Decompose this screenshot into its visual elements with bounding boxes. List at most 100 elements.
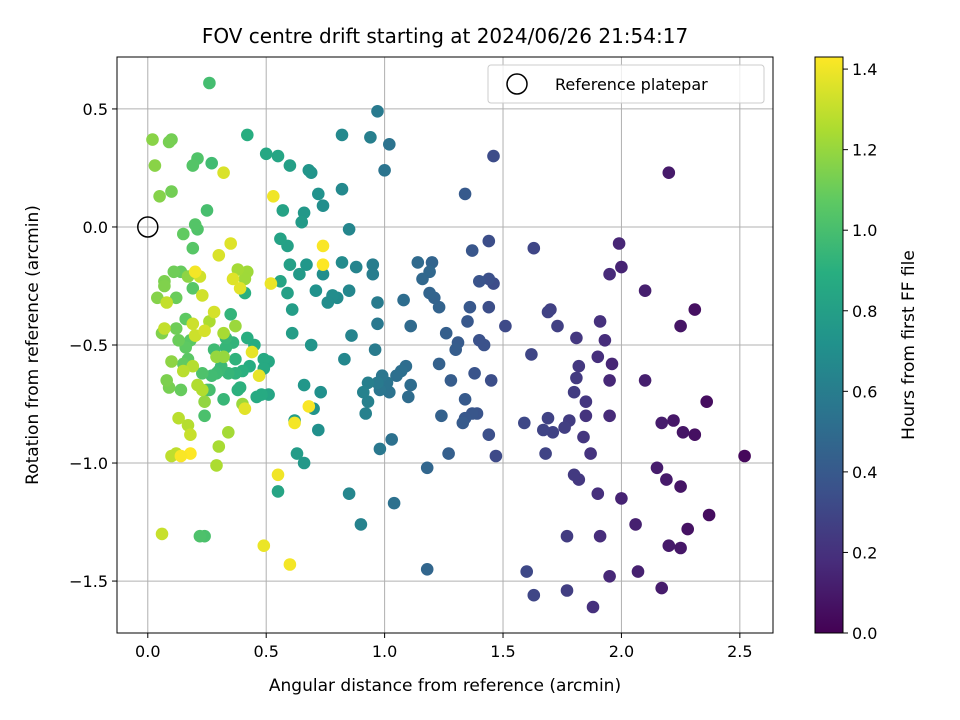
data-point bbox=[629, 518, 642, 531]
data-point bbox=[224, 237, 237, 250]
data-point bbox=[662, 539, 676, 552]
data-point bbox=[165, 355, 178, 368]
data-point bbox=[435, 409, 448, 423]
data-point bbox=[274, 275, 287, 288]
data-point bbox=[212, 440, 226, 453]
data-point bbox=[188, 265, 202, 279]
data-point bbox=[458, 187, 472, 201]
data-point bbox=[366, 267, 380, 281]
data-point bbox=[638, 284, 652, 298]
data-point bbox=[293, 267, 306, 281]
data-point bbox=[387, 496, 401, 510]
data-point bbox=[397, 293, 410, 307]
x-axis: 0.0 0.5 1.0 1.5 2.0 2.5 bbox=[135, 633, 753, 661]
data-point bbox=[342, 284, 356, 298]
data-point bbox=[312, 187, 325, 201]
data-point bbox=[354, 518, 368, 531]
x-tick-label: 0.0 bbox=[135, 642, 160, 661]
data-point bbox=[591, 487, 605, 501]
data-point bbox=[487, 149, 500, 163]
data-point bbox=[345, 329, 358, 342]
data-point bbox=[638, 374, 652, 387]
data-point bbox=[411, 256, 425, 269]
data-point bbox=[165, 185, 178, 198]
data-point bbox=[361, 395, 375, 409]
data-point bbox=[615, 260, 628, 274]
data-point bbox=[158, 279, 171, 293]
data-point bbox=[338, 352, 351, 366]
y-tick-label: −1.5 bbox=[69, 572, 108, 591]
data-point bbox=[316, 267, 330, 281]
data-point bbox=[259, 147, 273, 161]
data-point bbox=[238, 402, 252, 416]
legend-marker bbox=[506, 73, 528, 95]
data-point bbox=[184, 447, 197, 460]
data-point bbox=[420, 563, 434, 576]
data-point bbox=[283, 558, 297, 571]
data-point bbox=[151, 291, 164, 305]
data-point bbox=[579, 395, 593, 409]
x-tick-label: 2.5 bbox=[727, 642, 752, 661]
data-point bbox=[188, 329, 202, 342]
data-point bbox=[177, 364, 190, 378]
data-point bbox=[160, 374, 173, 387]
data-point bbox=[191, 378, 204, 392]
data-point bbox=[155, 527, 169, 541]
data-point bbox=[482, 300, 496, 314]
data-point bbox=[539, 447, 552, 460]
data-point bbox=[271, 468, 285, 482]
data-point bbox=[174, 449, 188, 463]
data-point bbox=[383, 385, 396, 399]
data-point bbox=[241, 331, 254, 345]
data-point bbox=[238, 272, 252, 286]
data-point bbox=[432, 300, 446, 314]
data-point bbox=[660, 473, 673, 486]
data-point bbox=[650, 461, 664, 475]
data-point bbox=[449, 343, 463, 357]
data-point bbox=[357, 385, 370, 399]
data-point bbox=[359, 407, 373, 420]
data-point bbox=[525, 348, 538, 361]
data-point bbox=[148, 159, 162, 172]
data-point bbox=[349, 260, 363, 274]
data-point bbox=[681, 522, 694, 536]
data-point bbox=[456, 416, 470, 430]
data-point bbox=[196, 367, 209, 380]
data-point bbox=[579, 409, 593, 423]
grid bbox=[117, 57, 773, 633]
data-point bbox=[558, 421, 571, 434]
data-point bbox=[572, 359, 586, 373]
data-point bbox=[676, 426, 690, 439]
data-point bbox=[541, 411, 555, 425]
data-point bbox=[473, 275, 486, 288]
data-point bbox=[598, 334, 612, 347]
data-point bbox=[688, 303, 702, 316]
data-point bbox=[444, 374, 458, 387]
data-point bbox=[603, 570, 616, 583]
data-point bbox=[371, 376, 384, 390]
scatter-points bbox=[146, 76, 751, 614]
x-tick-label: 2.0 bbox=[609, 642, 634, 661]
data-point bbox=[468, 367, 481, 380]
data-point bbox=[290, 447, 304, 460]
data-point bbox=[264, 277, 278, 290]
data-point bbox=[461, 315, 474, 328]
data-point bbox=[222, 426, 235, 439]
data-point bbox=[674, 319, 687, 333]
data-point bbox=[570, 371, 583, 385]
colorbar-tick-label: 0.6 bbox=[852, 382, 877, 401]
data-point bbox=[217, 350, 230, 364]
data-point bbox=[203, 315, 216, 328]
y-axis: 0.5 0.0 −0.5 −1.0 −1.5 bbox=[69, 100, 117, 591]
data-point bbox=[612, 237, 626, 250]
data-point bbox=[257, 539, 271, 552]
data-point bbox=[371, 317, 384, 331]
data-point bbox=[198, 395, 211, 409]
data-point bbox=[738, 449, 751, 463]
data-point bbox=[432, 357, 446, 371]
x-tick-label: 1.5 bbox=[490, 642, 515, 661]
y-tick-label: −0.5 bbox=[69, 336, 108, 355]
data-point bbox=[560, 529, 574, 543]
data-point bbox=[631, 565, 645, 578]
data-point bbox=[420, 461, 434, 475]
